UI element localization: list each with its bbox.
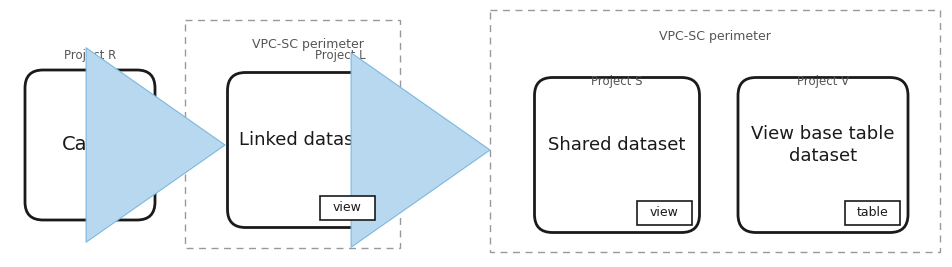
Text: view: view bbox=[649, 206, 679, 219]
Text: View base table
dataset: View base table dataset bbox=[751, 125, 895, 165]
FancyBboxPatch shape bbox=[738, 77, 908, 233]
Text: VPC-SC perimeter: VPC-SC perimeter bbox=[252, 38, 364, 51]
FancyBboxPatch shape bbox=[25, 70, 155, 220]
Text: Project S: Project S bbox=[591, 75, 643, 88]
FancyBboxPatch shape bbox=[534, 77, 700, 233]
Text: Project R: Project R bbox=[64, 49, 116, 62]
FancyBboxPatch shape bbox=[845, 201, 900, 225]
Text: Project V: Project V bbox=[797, 75, 849, 88]
FancyBboxPatch shape bbox=[320, 195, 374, 219]
Text: Caller: Caller bbox=[62, 135, 118, 155]
Text: table: table bbox=[857, 206, 888, 219]
Text: Shared dataset: Shared dataset bbox=[548, 136, 685, 154]
Text: VPC-SC perimeter: VPC-SC perimeter bbox=[659, 30, 771, 43]
FancyBboxPatch shape bbox=[228, 73, 383, 227]
FancyBboxPatch shape bbox=[637, 201, 691, 225]
Text: Project L: Project L bbox=[315, 49, 366, 62]
Text: view: view bbox=[332, 201, 362, 214]
Text: Linked dataset: Linked dataset bbox=[239, 131, 371, 149]
